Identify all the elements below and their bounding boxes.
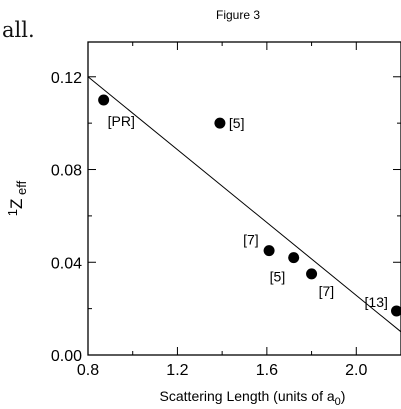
data-point <box>306 268 318 280</box>
data-point-label: [7] <box>319 283 335 299</box>
y-tick-label: 0.12 <box>51 70 82 87</box>
data-point-label: [PR] <box>108 113 135 129</box>
y-tick-label: 0.08 <box>51 163 82 180</box>
y-tick-label: 0.00 <box>51 348 82 365</box>
page-text-fragment: all. <box>2 18 35 42</box>
data-point <box>98 94 110 106</box>
data-point-label: [13] <box>365 294 388 310</box>
y-axis-label: 1Z eff <box>5 180 29 216</box>
x-tick-label: 2.0 <box>345 362 367 379</box>
data-point <box>288 252 300 264</box>
y-tick-label: 0.04 <box>51 255 82 272</box>
chart-title: Figure 3 <box>216 8 260 22</box>
data-point <box>391 305 401 317</box>
fit-line <box>87 76 401 333</box>
data-point <box>263 245 275 257</box>
x-tick-label: 0.8 <box>77 362 99 379</box>
x-axis-label: Scattering Length (units of a0) <box>160 388 346 408</box>
data-point <box>214 117 226 129</box>
data-point-label: [5] <box>270 269 286 285</box>
x-tick-label: 1.6 <box>256 362 278 379</box>
x-tick-label: 1.2 <box>166 362 188 379</box>
plot-frame <box>87 41 401 356</box>
data-point-label: [7] <box>243 232 259 248</box>
data-point-label: [5] <box>229 115 245 131</box>
